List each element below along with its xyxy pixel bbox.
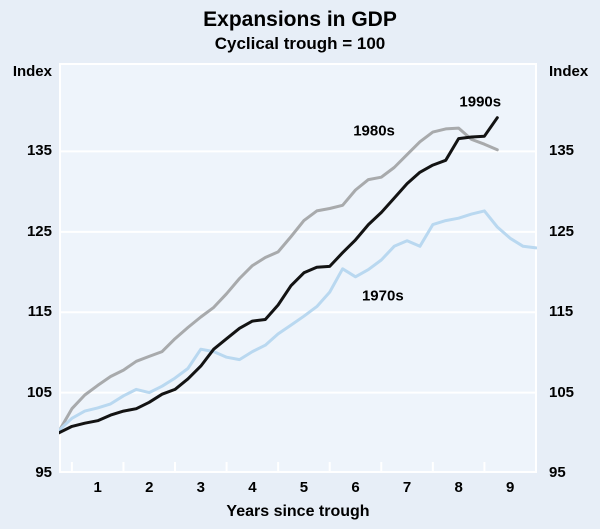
x-tick-label-4: 4 [248, 479, 257, 496]
x-tick-label-6: 6 [351, 479, 360, 496]
y-tick-label-right-135: 135 [549, 142, 575, 160]
plot-area [59, 63, 537, 473]
y-axis-title-left: Index [12, 63, 52, 80]
y-tick-label-left-135: 135 [26, 142, 52, 160]
x-tick-label-8: 8 [454, 479, 463, 496]
y-tick-label-right-95: 95 [549, 464, 566, 481]
x-tick-label-3: 3 [196, 479, 205, 496]
plot-border [59, 63, 537, 473]
chart-title: Expansions in GDP [203, 8, 397, 31]
y-tick-label-right-125: 125 [549, 222, 575, 240]
series-label-1990s: 1990s [459, 93, 502, 111]
y-tick-label-right-105: 105 [549, 383, 575, 401]
y-tick-label-left-95: 95 [35, 464, 52, 481]
y-tick-label-left-115: 115 [27, 303, 52, 321]
series-label-1980s: 1980s [353, 122, 395, 140]
x-tick-label-7: 7 [402, 479, 412, 496]
series-label-1970s: 1970s [361, 287, 404, 305]
x-axis-title: Years since trough [226, 503, 370, 520]
y-axis-title-right: Index [549, 63, 589, 80]
series-line-1970s [59, 209, 537, 432]
x-tick-label-5: 5 [299, 479, 309, 496]
y-tick-label-left-125: 125 [26, 222, 52, 240]
y-tick-label-right-115: 115 [549, 303, 574, 321]
x-tick-label-2: 2 [145, 479, 154, 496]
series-line-1990s [59, 116, 499, 435]
series-line-1980s [59, 126, 499, 433]
x-tick-label-1: 1 [93, 479, 102, 496]
chart-subtitle: Cyclical trough = 100 [214, 34, 386, 53]
x-tick-label-9: 9 [506, 479, 515, 496]
y-tick-label-left-105: 105 [26, 383, 52, 401]
